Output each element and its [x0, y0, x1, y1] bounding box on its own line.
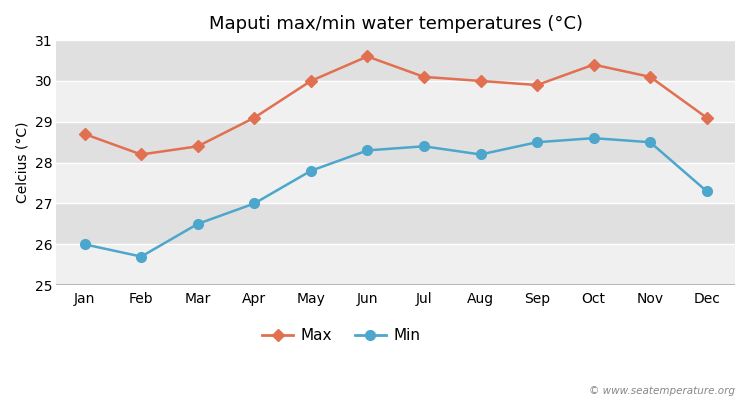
Min [476, 152, 485, 157]
Bar [56, 81, 735, 122]
Bar [56, 244, 735, 285]
Min [194, 222, 202, 226]
Min [702, 189, 711, 194]
Max [532, 83, 542, 88]
Max [80, 132, 89, 136]
Min [363, 148, 372, 153]
Bar [56, 163, 735, 204]
Min [136, 254, 146, 259]
Max [363, 54, 372, 59]
Min [589, 136, 598, 140]
Min [646, 140, 655, 145]
Bar [56, 204, 735, 244]
Title: Maputi max/min water temperatures (°C): Maputi max/min water temperatures (°C) [209, 15, 583, 33]
Max [589, 62, 598, 67]
Max [646, 74, 655, 79]
Text: © www.seatemperature.org: © www.seatemperature.org [589, 386, 735, 396]
Min [80, 242, 89, 247]
Max [419, 74, 428, 79]
Max [306, 78, 315, 83]
Min [419, 144, 428, 149]
Max [250, 115, 259, 120]
Min [532, 140, 542, 145]
Y-axis label: Celcius (°C): Celcius (°C) [15, 122, 29, 203]
Max [476, 78, 485, 83]
Bar [56, 122, 735, 163]
Legend: Max, Min: Max, Min [256, 322, 427, 350]
Min [250, 201, 259, 206]
Max [136, 152, 146, 157]
Bar [56, 40, 735, 81]
Line: Min: Min [80, 133, 712, 262]
Max [194, 144, 202, 149]
Max [702, 115, 711, 120]
Min [306, 168, 315, 173]
Line: Max: Max [80, 52, 711, 159]
